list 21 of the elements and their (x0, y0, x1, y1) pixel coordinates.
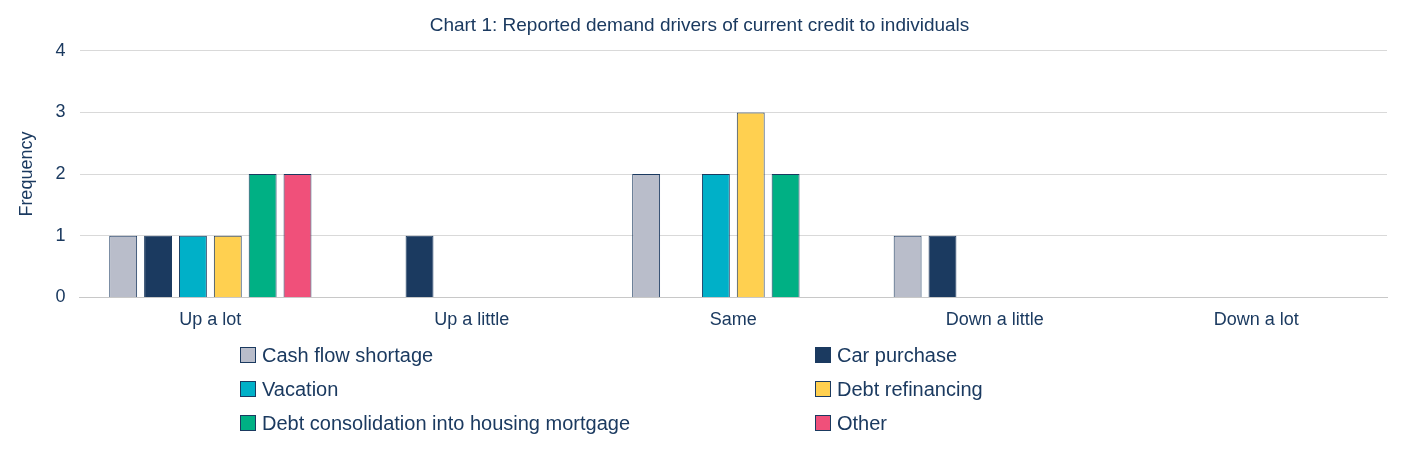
bar (144, 235, 172, 297)
x-tick-label: Up a little (434, 309, 510, 330)
y-tick-label: 4 (55, 39, 66, 60)
x-tick-label: Down a little (945, 309, 1044, 330)
y-tick-label: 0 (55, 286, 66, 307)
y-axis-title: Frequency (15, 131, 36, 217)
chart-title: Chart 1: Reported demand drivers of current credit to individuals (429, 13, 970, 35)
legend-label: Cash flow shortage (262, 343, 434, 367)
bar (928, 235, 957, 297)
legend-label: Debt refinancing (837, 377, 983, 401)
x-tick-label: Down a lot (1213, 309, 1299, 330)
legend-label: Car purchase (837, 343, 958, 367)
x-tick-label: Up a lot (179, 309, 242, 330)
y-tick-label: 3 (55, 101, 66, 122)
legend-label: Vacation (262, 377, 339, 401)
x-tick-label: Same (709, 309, 757, 330)
legend-label: Other (837, 411, 888, 435)
bar (405, 235, 434, 297)
y-tick-label: 1 (55, 224, 66, 245)
y-tick-label: 2 (55, 163, 66, 184)
legend-label: Debt consolidation into housing mortgage (262, 411, 631, 435)
